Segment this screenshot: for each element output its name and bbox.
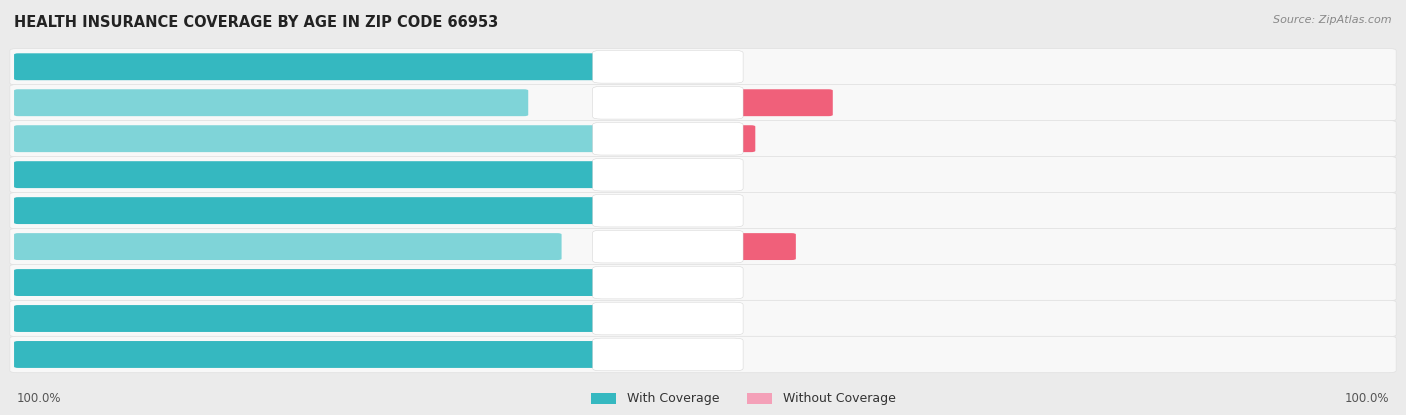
Text: 22.0%: 22.0%	[839, 96, 877, 109]
Text: 96.7%: 96.7%	[39, 276, 80, 289]
Text: 75 Years and older: 75 Years and older	[613, 348, 723, 361]
Text: 100.0%: 100.0%	[39, 348, 89, 361]
Text: 26 to 34 Years: 26 to 34 Years	[626, 168, 710, 181]
Text: 16.9%: 16.9%	[803, 240, 841, 253]
Text: 55 to 64 Years: 55 to 64 Years	[626, 276, 710, 289]
Text: 100.0%: 100.0%	[39, 312, 89, 325]
Text: 6 to 18 Years: 6 to 18 Years	[630, 96, 706, 109]
Text: 0.0%: 0.0%	[730, 348, 759, 361]
Text: 45 to 54 Years: 45 to 54 Years	[626, 240, 710, 253]
Text: 100.0%: 100.0%	[1344, 392, 1389, 405]
Text: Without Coverage: Without Coverage	[783, 392, 896, 405]
Text: With Coverage: With Coverage	[627, 392, 720, 405]
Text: HEALTH INSURANCE COVERAGE BY AGE IN ZIP CODE 66953: HEALTH INSURANCE COVERAGE BY AGE IN ZIP …	[14, 15, 498, 29]
Text: 65 to 74 Years: 65 to 74 Years	[626, 312, 710, 325]
Text: 100.0%: 100.0%	[39, 60, 89, 73]
Text: Under 6 Years: Under 6 Years	[627, 60, 709, 73]
Text: 0.0%: 0.0%	[730, 204, 759, 217]
Text: 19 to 25 Years: 19 to 25 Years	[626, 132, 710, 145]
Text: 100.0%: 100.0%	[17, 392, 62, 405]
Text: 0.0%: 0.0%	[730, 312, 759, 325]
Text: Source: ZipAtlas.com: Source: ZipAtlas.com	[1274, 15, 1392, 24]
Text: 88.8%: 88.8%	[39, 132, 80, 145]
Text: 11.3%: 11.3%	[762, 132, 800, 145]
Text: 0.0%: 0.0%	[730, 60, 759, 73]
Text: 35 to 44 Years: 35 to 44 Years	[626, 204, 710, 217]
Text: 100.0%: 100.0%	[39, 168, 89, 181]
Text: 100.0%: 100.0%	[39, 204, 89, 217]
Text: 3.3%: 3.3%	[704, 276, 734, 289]
Text: 83.1%: 83.1%	[39, 240, 80, 253]
Text: 78.0%: 78.0%	[39, 96, 80, 109]
Text: 0.0%: 0.0%	[730, 168, 759, 181]
